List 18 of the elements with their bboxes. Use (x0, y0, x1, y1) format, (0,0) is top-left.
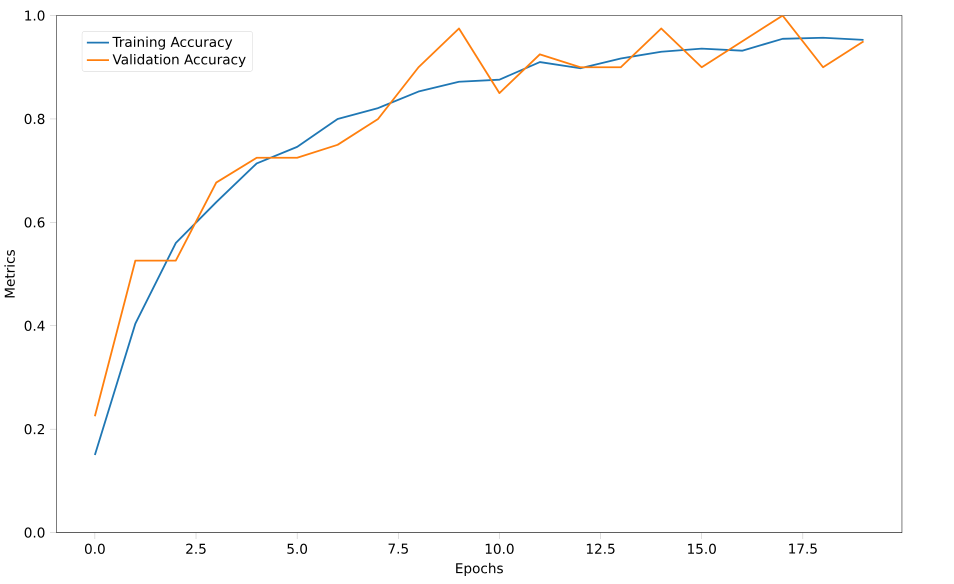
y-tick-label: 1.0 (25, 10, 44, 21)
x-tick-label: 12.5 (586, 544, 615, 554)
x-tick-label: 15.0 (688, 544, 716, 554)
x-tick-label: 2.5 (186, 544, 206, 554)
x-tick-label: 17.5 (789, 544, 817, 554)
y-tick-label: 0.2 (24, 424, 44, 434)
y-tick-label: 0.0 (24, 527, 44, 538)
y-axis-title: Metrics (4, 250, 15, 298)
y-tick-label: 0.6 (24, 217, 45, 228)
x-tick-label: 5.0 (287, 544, 308, 554)
legend-label: Training Accuracy (112, 36, 232, 50)
x-axis-title: Epochs (456, 562, 503, 576)
legend-label: Validation Accuracy (112, 54, 246, 68)
x-tick-label: 10.0 (486, 544, 514, 554)
x-tick-label: 0.0 (84, 544, 105, 554)
x-tick-label: 7.5 (388, 544, 408, 554)
y-tick-label: 0.4 (24, 320, 45, 331)
y-tick-label: 0.8 (24, 114, 44, 124)
